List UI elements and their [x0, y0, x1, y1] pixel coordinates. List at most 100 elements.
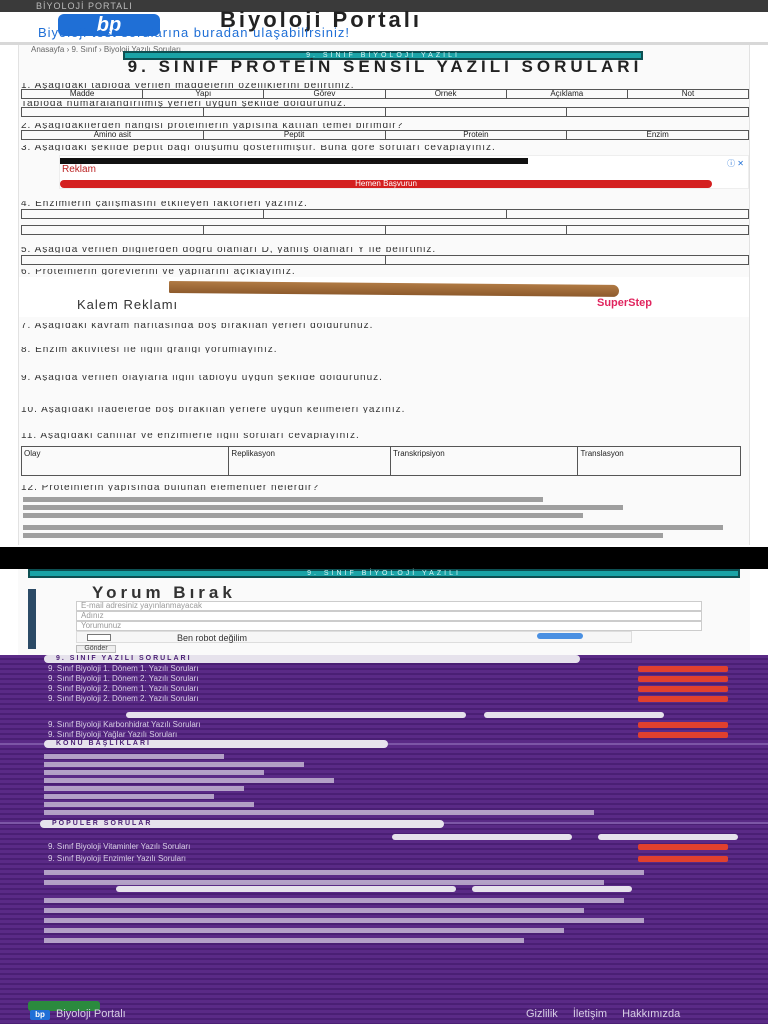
topic-link[interactable]: [44, 870, 644, 875]
table-cell: [204, 108, 386, 116]
table-cell: Transkripsiyon: [391, 447, 579, 475]
list-item-label[interactable]: 9. Sınıf Biyoloji 1. Dönem 2. Yazılı Sor…: [48, 674, 199, 683]
ad-cta-button[interactable]: Hemen Başvurun: [60, 180, 712, 188]
topic-link[interactable]: [44, 762, 304, 767]
question-5: 5. Aşağıda verilen bilgilerden doğru ola…: [21, 247, 437, 253]
table-cell: Translasyon: [580, 449, 624, 458]
article-content: Anasayfa › 9. Sınıf › Biyoloji Yazılı So…: [18, 45, 750, 545]
table-cell: Enzim: [646, 131, 669, 139]
topic-link[interactable]: [44, 898, 624, 903]
table-cell: Olay: [22, 447, 230, 475]
text-line: [23, 525, 723, 530]
answer-row: [21, 225, 749, 235]
captcha-logo-icon: [537, 633, 583, 639]
captcha-widget[interactable]: Ben robot değilim: [76, 631, 632, 643]
list-item[interactable]: 9. Sınıf Biyoloji Vitaminler Yazılı Soru…: [48, 842, 728, 851]
footer-logo[interactable]: [28, 1001, 100, 1011]
topic-link[interactable]: [44, 770, 264, 775]
question-table-1: Madde Yapı Görev Örnek Açıklama Not: [21, 89, 749, 99]
section-tab[interactable]: [126, 712, 466, 718]
topic-link[interactable]: [44, 754, 224, 759]
list-item-badge: [638, 666, 728, 672]
table-cell: Replikasyon: [229, 447, 391, 475]
table-cell: [22, 210, 265, 218]
comment-section: 9. SINIF BİYOLOJİ YAZILI Yorum Bırak E-m…: [18, 569, 750, 655]
topic-link[interactable]: [44, 880, 604, 885]
submit-button[interactable]: Gönder: [76, 645, 116, 653]
text-line: [23, 497, 543, 502]
footer-links[interactable]: Gizlilik İletişim Hakkımızda: [526, 1008, 681, 1020]
category-bar[interactable]: 9. SINIF BİYOLOJİ YAZILI: [123, 51, 643, 60]
footer-site-name[interactable]: Biyoloji Portalı: [56, 1008, 126, 1020]
ad-text: Reklam: [62, 164, 96, 175]
list-item-label[interactable]: 9. Sınıf Biyoloji Karbonhidrat Yazılı So…: [48, 720, 201, 729]
topic-link[interactable]: [44, 778, 334, 783]
table-cell: [567, 226, 748, 234]
table-cell: [22, 226, 204, 234]
section-header: POPÜLER SORULAR: [40, 820, 444, 828]
header-divider: [0, 42, 768, 45]
text-line: [23, 505, 623, 510]
topic-link[interactable]: [44, 918, 644, 923]
list-item[interactable]: 9. Sınıf Biyoloji Yağlar Yazılı Soruları: [48, 730, 728, 739]
list-item-label[interactable]: 9. Sınıf Biyoloji 2. Dönem 1. Yazılı Sor…: [48, 684, 199, 693]
question-9: 9. Aşağıda verilen olaylarla ilgili tabl…: [21, 375, 383, 381]
table-cell: [204, 226, 386, 234]
question-12: 12. Proteinlerin yapısında bulunan eleme…: [21, 485, 319, 491]
topic-link[interactable]: [44, 794, 214, 799]
breadcrumb[interactable]: Anasayfa › 9. Sınıf › Biyoloji Yazılı So…: [31, 45, 181, 54]
question-11: 11. Aşağıdaki canlılar ve enzimlerle ilg…: [21, 433, 360, 439]
page-divider: [0, 547, 768, 569]
name-field[interactable]: Adınız: [76, 611, 702, 621]
list-item-label[interactable]: 9. Sınıf Biyoloji Vitaminler Yazılı Soru…: [48, 842, 191, 851]
question-10: 10. Aşağıdaki ifadelerde boş bırakılan y…: [21, 407, 406, 413]
list-item[interactable]: 9. Sınıf Biyoloji 2. Dönem 2. Yazılı Sor…: [48, 694, 728, 703]
answer-row: [21, 209, 749, 219]
list-item-badge: [638, 856, 728, 862]
section-tab[interactable]: [392, 834, 572, 840]
answer-row: [21, 107, 749, 117]
topic-link[interactable]: [44, 938, 524, 943]
site-title[interactable]: Biyoloji Portalı: [220, 7, 423, 32]
list-item-badge: [638, 732, 728, 738]
email-field[interactable]: E-mail adresiniz yayınlanmayacak: [76, 601, 702, 611]
list-item-label[interactable]: 9. Sınıf Biyoloji 2. Dönem 2. Yazılı Sor…: [48, 694, 199, 703]
list-item[interactable]: 9. Sınıf Biyoloji 1. Dönem 1. Yazılı Sor…: [48, 664, 728, 673]
list-item[interactable]: 9. Sınıf Biyoloji Karbonhidrat Yazılı So…: [48, 720, 728, 729]
brand-logo[interactable]: SuperStep: [597, 297, 653, 309]
section-tab[interactable]: [472, 886, 632, 892]
product-advertisement[interactable]: Kalem Reklamı SuperStep: [19, 277, 749, 317]
section-tab[interactable]: [598, 834, 738, 840]
advertisement[interactable]: Reklam Hemen Başvurun ⓘ ✕: [59, 155, 749, 189]
site-header: bp Biyoloji Portalı Biyoloji test sorula…: [0, 7, 768, 42]
question-2: 2. Aşağıdakilerden hangisi proteinlerin …: [21, 123, 404, 129]
site-subtitle[interactable]: Biyoloji test sorularına buradan ulaşabi…: [38, 25, 351, 40]
list-item-label[interactable]: 9. Sınıf Biyoloji Enzimler Yazılı Sorula…: [48, 854, 186, 863]
topic-link[interactable]: [44, 802, 254, 807]
list-item-badge: [638, 676, 728, 682]
list-item-label[interactable]: 9. Sınıf Biyoloji Yağlar Yazılı Soruları: [48, 730, 178, 739]
topic-link[interactable]: [44, 908, 584, 913]
topic-link[interactable]: [44, 810, 594, 815]
site-logo[interactable]: bp: [58, 14, 160, 36]
ad-close-icon[interactable]: ⓘ ✕: [727, 159, 744, 168]
comment-textarea[interactable]: Yorumunuz: [76, 621, 702, 631]
table-cell: [386, 256, 749, 264]
section-tab[interactable]: [484, 712, 664, 718]
list-item-label[interactable]: 9. Sınıf Biyoloji 1. Dönem 1. Yazılı Sor…: [48, 664, 199, 673]
category-bar[interactable]: 9. SINIF BİYOLOJİ YAZILI: [28, 569, 740, 578]
footer-logo-badge[interactable]: bp: [30, 1010, 50, 1020]
question-table-9: Olay Replikasyon Transkripsiyon Translas…: [21, 446, 741, 476]
captcha-checkbox[interactable]: [87, 634, 111, 641]
list-item[interactable]: 9. Sınıf Biyoloji Enzimler Yazılı Sorula…: [48, 854, 728, 863]
topic-link[interactable]: [44, 786, 244, 791]
list-item[interactable]: 9. Sınıf Biyoloji 2. Dönem 1. Yazılı Sor…: [48, 684, 728, 693]
question-8: 8. Enzim aktivitesi ile ilgili grafiği y…: [21, 347, 278, 353]
product-label[interactable]: Kalem Reklamı: [77, 297, 179, 312]
section-tab[interactable]: [116, 886, 456, 892]
table-cell: [507, 210, 748, 218]
topic-link[interactable]: [44, 928, 564, 933]
table-cell: Not: [681, 90, 695, 98]
list-item-badge: [638, 686, 728, 692]
list-item[interactable]: 9. Sınıf Biyoloji 1. Dönem 2. Yazılı Sor…: [48, 674, 728, 683]
